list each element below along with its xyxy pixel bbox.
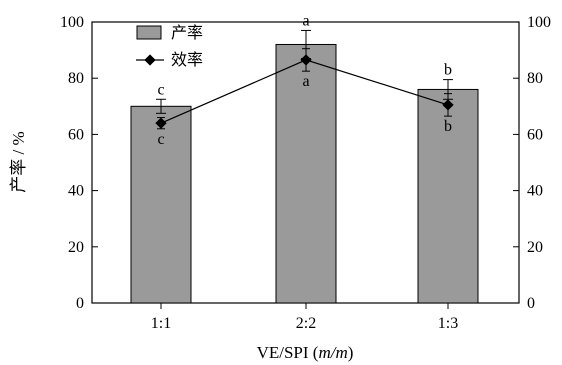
y2-tick-label: 60 <box>527 126 543 143</box>
y2-tick-label: 20 <box>527 239 543 256</box>
y2-tick-label: 80 <box>527 70 543 87</box>
y-tick-label: 60 <box>68 126 84 143</box>
y2-tick-label: 40 <box>527 183 543 200</box>
bar <box>417 88 479 304</box>
x-axis-label-main: VE/SPI ( <box>257 343 319 362</box>
y-tick-label: 80 <box>68 70 84 87</box>
x-axis-label-unit: m/m <box>318 343 347 362</box>
line-point <box>300 54 312 66</box>
x-tick-label: 1:3 <box>438 315 458 332</box>
y-tick-label: 40 <box>68 183 84 200</box>
bar-significance-label: c <box>157 81 164 98</box>
legend-line-label: 效率 <box>171 51 203 69</box>
x-tick-label: 2:2 <box>296 315 316 332</box>
bar-significance-label: b <box>444 62 452 79</box>
y-tick-label: 0 <box>76 295 84 312</box>
plot-area: 0 20 40 60 80 100 0 20 40 60 80 100 1:1 2:2 1:3 c a b c a b <box>60 12 551 332</box>
x-axis-label: VE/SPI (m/m) <box>257 343 354 362</box>
y-axis-label: 产率 / % <box>9 131 28 192</box>
legend-bar-swatch <box>136 25 162 40</box>
legend-bar-label: 产率 <box>171 24 203 42</box>
legend-line-marker <box>144 54 156 66</box>
y2-tick-label: 100 <box>527 14 551 31</box>
y-tick-label: 20 <box>68 239 84 256</box>
legend: 产率 效率 <box>136 24 203 69</box>
bar-significance-label: a <box>302 12 309 29</box>
line-significance-label: a <box>302 73 309 90</box>
line-significance-label: b <box>444 118 452 135</box>
bar <box>130 105 192 304</box>
line-significance-label: c <box>157 131 164 148</box>
x-tick-label: 1:1 <box>151 315 171 332</box>
bar <box>275 43 337 304</box>
y-tick-label: 100 <box>60 14 84 31</box>
y2-tick-label: 0 <box>527 295 535 312</box>
x-axis-label-end: ) <box>348 343 354 362</box>
